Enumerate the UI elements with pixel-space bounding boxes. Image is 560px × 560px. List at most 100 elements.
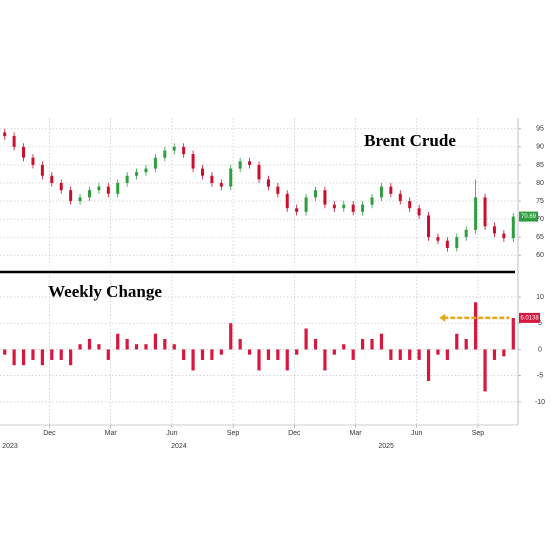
candle-body — [266, 179, 270, 187]
candle-body — [342, 204, 346, 209]
bar — [21, 349, 26, 366]
bar — [464, 338, 468, 350]
bar — [342, 344, 346, 350]
candle-body — [332, 204, 336, 209]
bar — [408, 349, 412, 360]
y-tick-label: 65 — [536, 234, 544, 241]
candle-body — [455, 237, 459, 248]
y-tick-label: 10 — [536, 294, 544, 301]
last-value-tag — [519, 312, 540, 323]
candle-body — [417, 208, 421, 216]
bar — [134, 344, 139, 350]
panel-title: Weekly Change — [48, 282, 162, 301]
x-tick-label: Sep — [227, 430, 240, 437]
candle-body — [361, 204, 365, 212]
bar — [370, 338, 374, 350]
candle-body — [210, 175, 214, 183]
bar — [313, 338, 318, 350]
bar — [40, 349, 44, 366]
candle-body — [511, 216, 515, 239]
x-tick-label: Sep — [472, 430, 485, 437]
candle-body — [502, 233, 506, 239]
x-tick-label: Dec — [288, 430, 301, 437]
last-value-tag — [519, 211, 538, 222]
candle-body — [191, 154, 195, 169]
candle-body — [200, 168, 204, 176]
bar — [304, 328, 308, 350]
y-tick-label: 90 — [536, 144, 544, 151]
candle-body — [389, 186, 393, 194]
candle-body — [182, 146, 186, 155]
bar — [229, 323, 233, 350]
candle-body — [238, 161, 242, 169]
bar — [455, 333, 459, 350]
bar — [276, 349, 280, 360]
candle-body — [219, 182, 223, 187]
candle-body — [257, 164, 261, 180]
bar — [361, 338, 365, 350]
candle-body — [78, 197, 82, 202]
candle-body — [445, 240, 449, 248]
bar — [200, 349, 205, 360]
candle-body — [116, 182, 120, 194]
bar — [238, 338, 242, 350]
bar — [116, 333, 120, 350]
last-value-label: 6.0138 — [520, 315, 539, 321]
candle-body — [153, 157, 157, 169]
bar — [266, 349, 271, 360]
candle-body — [295, 208, 299, 212]
candle-body — [50, 175, 54, 183]
candle-body — [135, 172, 139, 176]
bar — [502, 349, 506, 357]
candle-body — [31, 157, 35, 165]
y-tick-label: 70 — [536, 216, 544, 223]
bar — [163, 338, 167, 350]
candle-body — [427, 215, 431, 238]
candle-body — [370, 197, 374, 205]
bar — [511, 317, 515, 350]
bar — [474, 302, 478, 350]
candle-body — [398, 193, 402, 202]
bar — [379, 333, 384, 350]
bar — [219, 349, 223, 355]
bar — [87, 338, 92, 350]
arrow-head — [439, 313, 446, 322]
candle-body — [97, 186, 101, 191]
bar — [285, 349, 289, 371]
bar — [153, 333, 157, 350]
bar — [182, 349, 186, 360]
bar — [351, 349, 355, 360]
bar — [59, 349, 63, 360]
candle-body — [59, 182, 63, 191]
candle-body — [22, 146, 26, 158]
bar — [191, 349, 195, 371]
bar — [295, 349, 299, 355]
candle-body — [285, 193, 289, 209]
y-tick-label: 0 — [538, 346, 542, 353]
bar — [323, 349, 327, 371]
bar — [247, 349, 252, 355]
y-tick-label: 75 — [536, 198, 544, 205]
candle-body — [408, 201, 412, 209]
bar — [332, 349, 336, 355]
candle-body — [323, 190, 327, 205]
candle-body — [351, 204, 355, 212]
candle-body — [248, 161, 252, 165]
candle-body — [474, 197, 478, 230]
chart-title: Brent Crude — [364, 131, 456, 150]
bar — [69, 349, 73, 366]
y-tick-label: 5 — [538, 320, 542, 327]
bar — [389, 349, 393, 360]
bar — [3, 349, 7, 355]
candle-body — [229, 168, 233, 187]
bar — [445, 349, 449, 360]
y-tick-label: 95 — [536, 126, 544, 133]
candle-body — [276, 186, 280, 194]
candle-body — [163, 150, 167, 158]
bar — [31, 349, 35, 360]
year-label: 2023 — [2, 443, 18, 450]
bar — [398, 349, 402, 360]
bar — [257, 349, 261, 371]
bar — [12, 349, 16, 366]
